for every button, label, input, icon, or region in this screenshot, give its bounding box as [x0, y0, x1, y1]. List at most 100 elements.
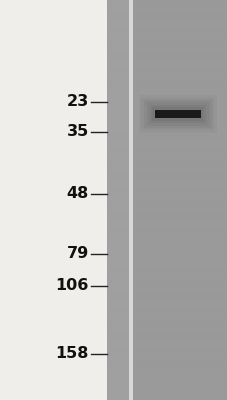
Bar — [132, 260, 227, 267]
Bar — [107, 27, 128, 33]
Bar — [152, 107, 202, 121]
Bar — [132, 133, 227, 140]
Bar — [132, 80, 227, 87]
Bar — [132, 233, 227, 240]
Bar — [107, 0, 128, 7]
Bar — [107, 393, 128, 400]
Bar — [146, 102, 208, 126]
Bar — [107, 87, 128, 93]
Bar — [132, 387, 227, 393]
Bar — [107, 113, 128, 120]
Bar — [132, 267, 227, 273]
Bar — [107, 367, 128, 373]
Bar — [107, 33, 128, 40]
Bar — [132, 227, 227, 233]
Bar — [107, 180, 128, 187]
Text: 23: 23 — [66, 94, 89, 110]
Bar — [132, 40, 227, 47]
Bar — [132, 33, 227, 40]
Bar — [132, 333, 227, 340]
Bar — [107, 193, 128, 200]
Bar — [107, 173, 128, 180]
Bar — [132, 360, 227, 367]
Bar — [132, 13, 227, 20]
Bar — [132, 120, 227, 127]
Bar — [107, 187, 128, 193]
Bar — [107, 373, 128, 380]
Bar — [132, 20, 227, 27]
Text: 48: 48 — [66, 186, 89, 202]
Bar — [132, 220, 227, 227]
Bar — [132, 300, 227, 307]
Bar — [132, 7, 227, 13]
Bar — [132, 0, 227, 400]
Bar — [107, 287, 128, 293]
Bar — [132, 367, 227, 373]
Bar — [132, 27, 227, 33]
Bar — [107, 380, 128, 387]
Bar — [107, 153, 128, 160]
Bar — [107, 260, 128, 267]
Bar — [132, 353, 227, 360]
Bar — [154, 110, 200, 118]
Text: 79: 79 — [66, 246, 89, 262]
Bar — [107, 253, 128, 260]
Bar — [107, 7, 128, 13]
Text: 106: 106 — [55, 278, 89, 294]
Bar — [132, 373, 227, 380]
Bar — [132, 347, 227, 353]
Bar — [132, 73, 227, 80]
Bar — [143, 100, 211, 128]
Bar — [107, 13, 128, 20]
Bar — [107, 160, 128, 167]
Bar — [107, 100, 128, 107]
Bar — [107, 387, 128, 393]
Bar — [132, 280, 227, 287]
Bar — [107, 293, 128, 300]
Bar — [132, 240, 227, 247]
Bar — [132, 213, 227, 220]
Bar — [132, 380, 227, 387]
Bar — [132, 100, 227, 107]
Bar — [107, 347, 128, 353]
Bar — [132, 153, 227, 160]
Bar — [132, 313, 227, 320]
Bar — [107, 167, 128, 173]
Bar — [107, 0, 128, 400]
Bar — [107, 300, 128, 307]
Bar — [107, 80, 128, 87]
Bar — [132, 93, 227, 100]
Bar — [132, 293, 227, 300]
Bar — [132, 200, 227, 207]
Bar — [138, 95, 216, 133]
Bar — [132, 253, 227, 260]
Bar — [132, 87, 227, 93]
Bar — [132, 247, 227, 253]
Bar — [132, 127, 227, 133]
Bar — [132, 47, 227, 53]
Bar — [107, 340, 128, 347]
Bar — [107, 73, 128, 80]
Bar — [132, 60, 227, 67]
Bar — [107, 127, 128, 133]
Bar — [132, 67, 227, 73]
Text: 158: 158 — [55, 346, 89, 362]
Bar — [107, 140, 128, 147]
Bar — [107, 107, 128, 113]
Bar — [107, 313, 128, 320]
Bar — [132, 287, 227, 293]
Bar — [132, 0, 227, 7]
Bar — [107, 40, 128, 47]
Bar — [107, 47, 128, 53]
Bar — [107, 327, 128, 333]
Bar — [107, 360, 128, 367]
Bar — [107, 67, 128, 73]
Bar — [132, 193, 227, 200]
Bar — [128, 0, 132, 400]
Bar — [107, 333, 128, 340]
Bar — [107, 207, 128, 213]
Bar — [107, 267, 128, 273]
Bar — [107, 20, 128, 27]
Bar — [107, 93, 128, 100]
Bar — [107, 233, 128, 240]
